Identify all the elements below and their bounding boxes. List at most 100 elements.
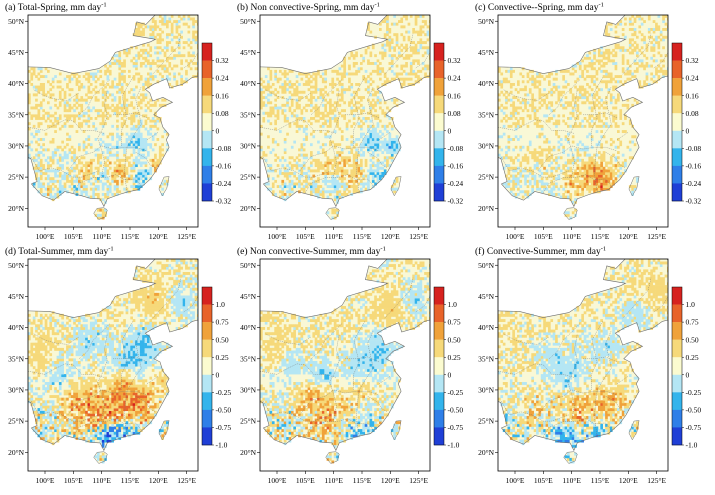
anomaly-cell bbox=[622, 122, 625, 125]
anomaly-cell bbox=[116, 154, 119, 157]
anomaly-cell bbox=[643, 83, 646, 86]
anomaly-cell bbox=[579, 172, 582, 175]
anomaly-cell bbox=[581, 190, 584, 193]
anomaly-cell bbox=[508, 180, 511, 183]
anomaly-cell bbox=[360, 67, 363, 70]
anomaly-cell bbox=[40, 185, 43, 188]
anomaly-cell bbox=[362, 117, 365, 120]
anomaly-cell bbox=[627, 59, 630, 62]
anomaly-cell bbox=[114, 167, 117, 170]
anomaly-cell bbox=[550, 91, 553, 94]
anomaly-cell bbox=[49, 125, 52, 128]
anomaly-cell bbox=[133, 125, 136, 128]
anomaly-cell bbox=[52, 188, 55, 191]
anomaly-cell bbox=[123, 99, 126, 102]
anomaly-cell bbox=[336, 154, 339, 157]
anomaly-cell bbox=[267, 99, 270, 102]
anomaly-cell bbox=[111, 80, 114, 83]
anomaly-cell bbox=[622, 46, 625, 49]
anomaly-cell bbox=[631, 49, 634, 52]
anomaly-cell bbox=[653, 20, 656, 23]
anomaly-cell bbox=[353, 109, 356, 112]
anomaly-cell bbox=[329, 143, 332, 146]
anomaly-cell bbox=[374, 70, 377, 73]
anomaly-cell bbox=[138, 104, 141, 107]
anomaly-cell bbox=[305, 135, 308, 138]
anomaly-cell bbox=[64, 406, 67, 409]
anomaly-cell bbox=[286, 117, 289, 120]
colorbar-tick-label: 0.08 bbox=[448, 109, 461, 118]
anomaly-cell bbox=[73, 156, 76, 159]
anomaly-cell bbox=[76, 101, 79, 104]
anomaly-cell bbox=[135, 162, 138, 165]
anomaly-cell bbox=[61, 167, 64, 170]
anomaly-cell bbox=[107, 135, 110, 138]
anomaly-cell bbox=[159, 20, 162, 23]
anomaly-cell bbox=[104, 196, 107, 199]
anomaly-cell bbox=[586, 91, 589, 94]
anomaly-cell bbox=[417, 49, 420, 52]
anomaly-cell bbox=[140, 54, 143, 57]
anomaly-cell bbox=[40, 411, 43, 414]
anomaly-cell bbox=[624, 117, 627, 120]
anomaly-cell bbox=[104, 434, 107, 437]
anomaly-cell bbox=[83, 148, 86, 151]
anomaly-cell bbox=[329, 99, 332, 102]
anomaly-cell bbox=[600, 164, 603, 167]
anomaly-cell bbox=[586, 188, 589, 191]
anomaly-cell bbox=[339, 154, 342, 157]
anomaly-cell bbox=[424, 33, 427, 36]
anomaly-cell bbox=[362, 109, 365, 112]
anomaly-cell bbox=[505, 78, 508, 81]
anomaly-cell bbox=[61, 419, 64, 422]
anomaly-cell bbox=[420, 28, 423, 31]
anomaly-cell bbox=[161, 18, 164, 21]
anomaly-cell bbox=[142, 31, 145, 34]
anomaly-cell bbox=[107, 172, 110, 175]
anomaly-cell bbox=[410, 73, 413, 76]
anomaly-cell bbox=[47, 183, 50, 186]
anomaly-cell bbox=[372, 135, 375, 138]
anomaly-cell bbox=[85, 406, 88, 409]
colorbar-segment bbox=[202, 148, 212, 166]
anomaly-cell bbox=[365, 120, 368, 123]
anomaly-cell bbox=[133, 96, 136, 99]
anomaly-cell bbox=[339, 128, 342, 131]
anomaly-cell bbox=[123, 112, 126, 115]
anomaly-cell bbox=[331, 112, 334, 115]
anomaly-cell bbox=[69, 432, 72, 435]
anomaly-cell bbox=[374, 143, 377, 146]
anomaly-cell bbox=[534, 180, 537, 183]
anomaly-cell bbox=[140, 107, 143, 110]
anomaly-cell bbox=[157, 120, 160, 123]
anomaly-cell bbox=[586, 120, 589, 123]
anomaly-cell bbox=[324, 190, 327, 193]
anomaly-cell bbox=[365, 78, 368, 81]
anomaly-cell bbox=[47, 406, 50, 409]
anomaly-cell bbox=[377, 65, 380, 68]
anomaly-cell bbox=[116, 411, 119, 414]
anomaly-cell bbox=[512, 101, 515, 104]
anomaly-cell bbox=[111, 125, 114, 128]
anomaly-cell bbox=[90, 406, 93, 409]
anomaly-cell bbox=[135, 138, 138, 141]
anomaly-cell bbox=[145, 65, 148, 68]
anomaly-cell bbox=[128, 175, 131, 178]
anomaly-cell bbox=[76, 164, 79, 167]
anomaly-cell bbox=[140, 146, 143, 149]
anomaly-cell bbox=[396, 57, 399, 60]
anomaly-cell bbox=[596, 78, 599, 81]
anomaly-cell bbox=[341, 151, 344, 154]
anomaly-cell bbox=[114, 112, 117, 115]
anomaly-cell bbox=[104, 440, 107, 443]
anomaly-cell bbox=[118, 427, 121, 430]
anomaly-cell bbox=[154, 125, 157, 128]
anomaly-cell bbox=[99, 416, 102, 419]
anomaly-cell bbox=[627, 107, 630, 110]
anomaly-cell bbox=[47, 413, 50, 416]
anomaly-cell bbox=[178, 52, 181, 55]
anomaly-cell bbox=[130, 406, 133, 409]
anomaly-cell bbox=[515, 109, 518, 112]
anomaly-cell bbox=[128, 424, 131, 427]
anomaly-cell bbox=[128, 104, 131, 107]
